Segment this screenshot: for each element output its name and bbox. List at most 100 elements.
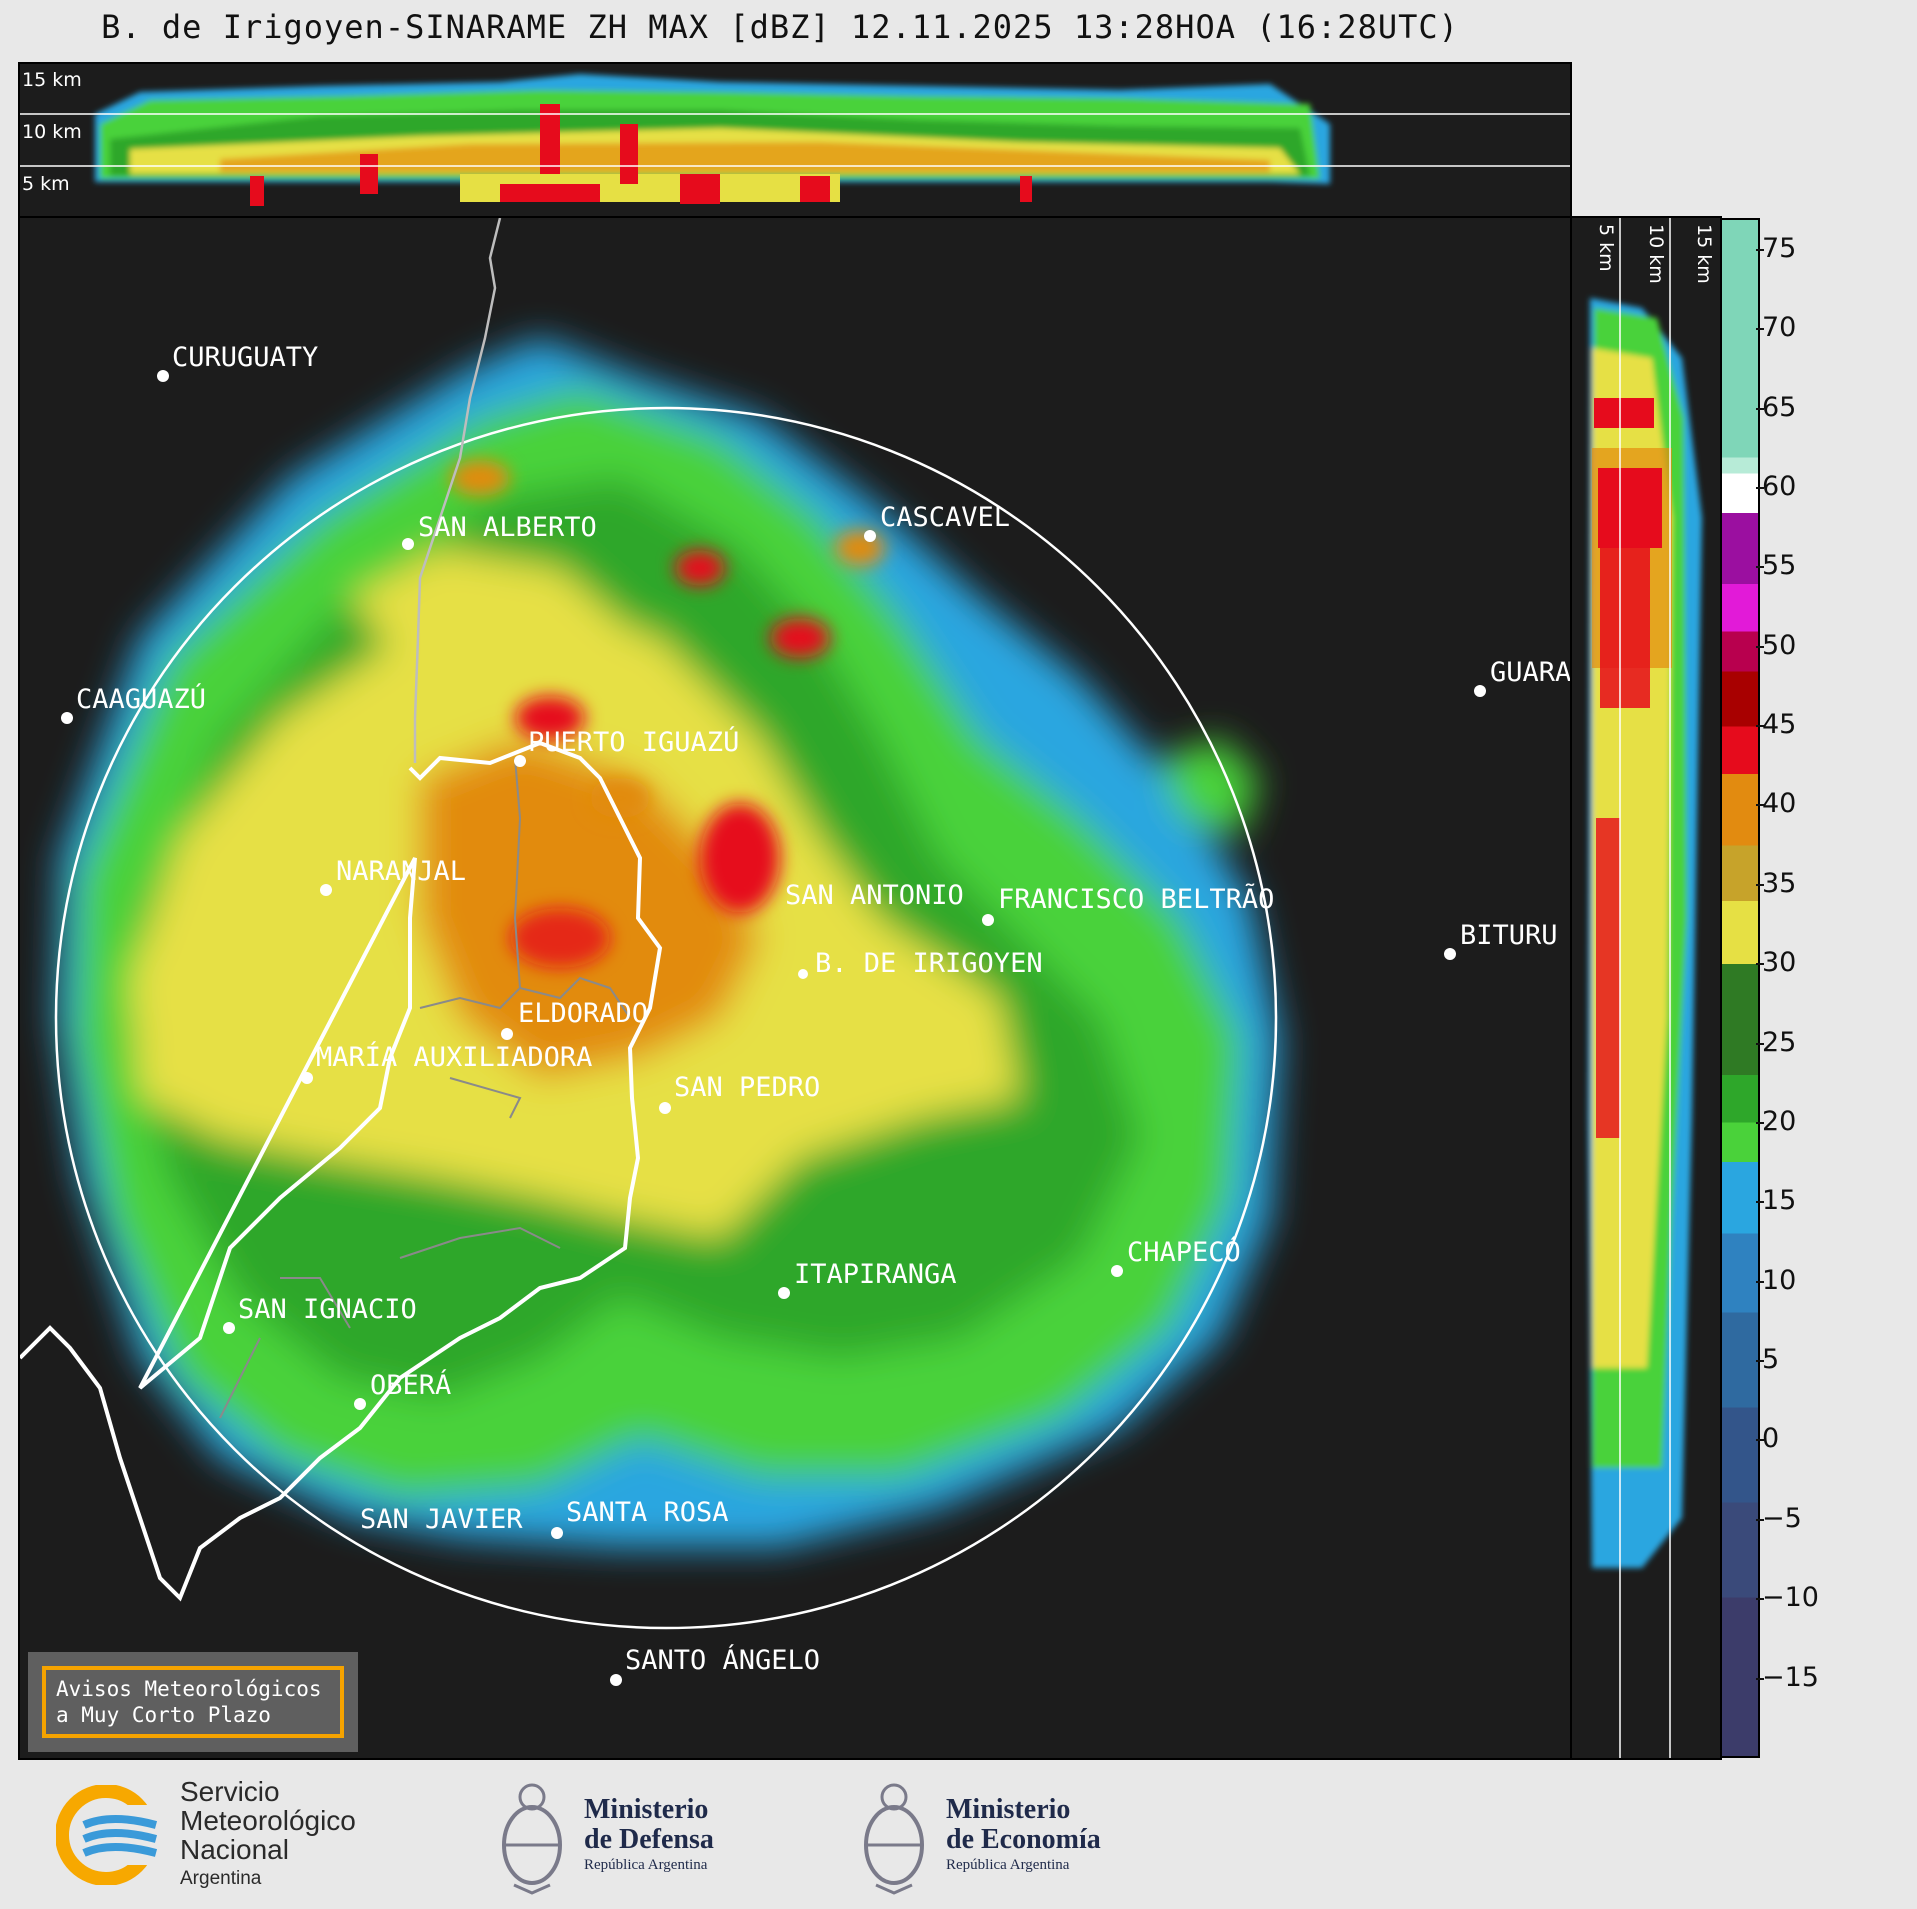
economia-line3: República Argentina <box>946 1857 1070 1873</box>
defensa-text: Ministerio de Defensa República Argentin… <box>584 1795 714 1875</box>
side-height-label-5: 5 km <box>1595 224 1617 272</box>
place-curuguaty: CURUGUATY <box>172 342 318 373</box>
naranjal-dot <box>320 884 332 896</box>
place-francisco-beltrao: FRANCISCO BELTRÃO <box>998 883 1274 915</box>
colorbar-tick: 60 <box>1755 470 1797 502</box>
curuguaty-dot <box>157 370 169 382</box>
warning-line2: a Muy Corto Plazo <box>56 1703 271 1727</box>
santo-angelo-dot <box>610 1674 622 1686</box>
argentina-shield-icon-2 <box>864 1783 924 1895</box>
economia-logo: Ministerio de Economía República Argenti… <box>854 1775 1101 1895</box>
smn-logo: Servicio Meteorológico Nacional Argentin… <box>56 1775 356 1895</box>
colorbar-tick: 55 <box>1755 550 1797 582</box>
place-san-javier: SAN JAVIER <box>360 1504 523 1535</box>
defensa-line1: Ministerio <box>584 1794 709 1825</box>
colorbar-tick: 20 <box>1755 1105 1797 1137</box>
place-naranjal: NARANJAL <box>336 856 466 887</box>
radar-map-panel[interactable]: CURUGUATY SAN ALBERTO CASCAVEL CAAGUAZÚ … <box>18 216 1572 1760</box>
smn-line2: Meteorológico <box>180 1805 356 1836</box>
place-markers: CURUGUATY SAN ALBERTO CASCAVEL CAAGUAZÚ … <box>61 342 1570 1686</box>
top-height-label-10: 10 km <box>22 121 82 143</box>
smn-logo-icon <box>56 1785 166 1885</box>
colorbar-tick: −10 <box>1756 1582 1819 1614</box>
place-caaguazu: CAAGUAZÚ <box>76 683 206 715</box>
cascavel-dot <box>864 530 876 542</box>
bituru-dot <box>1444 948 1456 960</box>
defensa-line2: de Defensa <box>584 1824 714 1855</box>
puerto-iguazu-dot <box>514 755 526 767</box>
warning-box[interactable]: Avisos Meteorológicos a Muy Corto Plazo <box>28 1652 358 1752</box>
radar-range-ring <box>54 406 1278 1630</box>
colorbar-tick: 50 <box>1755 629 1797 661</box>
santa-rosa-dot <box>551 1527 563 1539</box>
defensa-logo: Ministerio de Defensa República Argentin… <box>492 1775 714 1895</box>
colorbar-tick: 15 <box>1755 1185 1797 1217</box>
place-itapiranga: ITAPIRANGA <box>794 1259 957 1290</box>
place-san-alberto: SAN ALBERTO <box>418 512 597 543</box>
colorbar-tick: 75 <box>1755 232 1797 264</box>
colorbar-tick: 45 <box>1755 709 1797 741</box>
chapeco-dot <box>1111 1265 1123 1277</box>
top-profile-svg: 15 km 10 km 5 km <box>20 69 1570 206</box>
top-height-label-15: 15 km <box>22 69 82 91</box>
place-san-ignacio: SAN IGNACIO <box>238 1294 417 1325</box>
san-ignacio-dot <box>223 1322 235 1334</box>
place-maria-auxiliadora: MARÍA AUXILIADORA <box>316 1041 592 1073</box>
colorbar-tick: 30 <box>1755 947 1797 979</box>
colorbar-tick: 0 <box>1755 1423 1780 1455</box>
economia-text: Ministerio de Economía República Argenti… <box>946 1795 1101 1875</box>
colorbar-tick: −15 <box>1756 1661 1819 1693</box>
place-chapeco: CHAPECÓ <box>1127 1236 1241 1268</box>
side-profile-svg: 5 km 10 km 15 km <box>1588 218 1715 1758</box>
caaguazu-dot <box>61 712 73 724</box>
eldorado-dot <box>501 1028 513 1040</box>
place-b-de-irigoyen: B. DE IRIGOYEN <box>815 948 1043 979</box>
guara-dot <box>1474 685 1486 697</box>
top-height-profile: 15 km 10 km 5 km <box>18 62 1572 218</box>
colorbar-tick: 40 <box>1755 788 1797 820</box>
place-eldorado: ELDORADO <box>518 998 648 1029</box>
argentina-shield-icon <box>502 1783 562 1895</box>
colorbar-tick: 35 <box>1755 867 1797 899</box>
smn-line1: Servicio <box>180 1776 280 1807</box>
top-height-label-5: 5 km <box>22 173 70 195</box>
san-alberto-dot <box>402 538 414 550</box>
smn-line4: Argentina <box>180 1868 262 1889</box>
side-height-label-15: 15 km <box>1693 224 1715 284</box>
economia-line1: Ministerio <box>946 1794 1071 1825</box>
map-title: B. de Irigoyen-SINARAME ZH MAX [dBZ] 12.… <box>101 8 1459 46</box>
maria-auxiliadora-dot <box>301 1072 313 1084</box>
obera-dot <box>354 1398 366 1410</box>
intense-cells <box>450 460 885 968</box>
radar-map-svg[interactable]: CURUGUATY SAN ALBERTO CASCAVEL CAAGUAZÚ … <box>20 218 1570 1758</box>
b-de-irigoyen-dot <box>798 969 808 979</box>
economia-line2: de Economía <box>946 1824 1101 1855</box>
place-san-antonio: SAN ANTONIO <box>785 880 964 911</box>
province-border <box>20 740 663 1602</box>
itapiranga-dot <box>778 1287 790 1299</box>
defensa-line3: República Argentina <box>584 1857 708 1873</box>
side-height-profile: 5 km 10 km 15 km <box>1570 216 1722 1760</box>
colorbar-tick: 70 <box>1755 312 1797 344</box>
place-obera: OBERÁ <box>370 1369 451 1401</box>
side-height-label-10: 10 km <box>1645 224 1667 284</box>
smn-text: Servicio Meteorológico Nacional Argentin… <box>180 1777 356 1893</box>
colorbar-tick: 65 <box>1755 391 1797 423</box>
warning-line1: Avisos Meteorológicos <box>56 1677 322 1701</box>
place-cascavel: CASCAVEL <box>880 502 1010 533</box>
place-santa-rosa: SANTA ROSA <box>566 1497 729 1528</box>
colorbar-tick: 10 <box>1755 1264 1797 1296</box>
colorbar-tick: 25 <box>1755 1026 1797 1058</box>
place-guara: GUARA <box>1490 657 1570 688</box>
smn-line3: Nacional <box>180 1834 289 1865</box>
place-san-pedro: SAN PEDRO <box>674 1072 820 1103</box>
colorbar-tick: −5 <box>1756 1502 1802 1534</box>
colorbar-tick: 5 <box>1755 1344 1780 1376</box>
san-pedro-dot <box>659 1102 671 1114</box>
department-borders <box>219 757 631 1419</box>
warning-box-inner[interactable]: Avisos Meteorológicos a Muy Corto Plazo <box>42 1666 344 1738</box>
reflectivity-field <box>55 338 1280 1548</box>
dbz-colorbar <box>1720 218 1760 1758</box>
place-bituru: BITURU <box>1460 920 1558 951</box>
francisco-beltrao-dot <box>982 914 994 926</box>
